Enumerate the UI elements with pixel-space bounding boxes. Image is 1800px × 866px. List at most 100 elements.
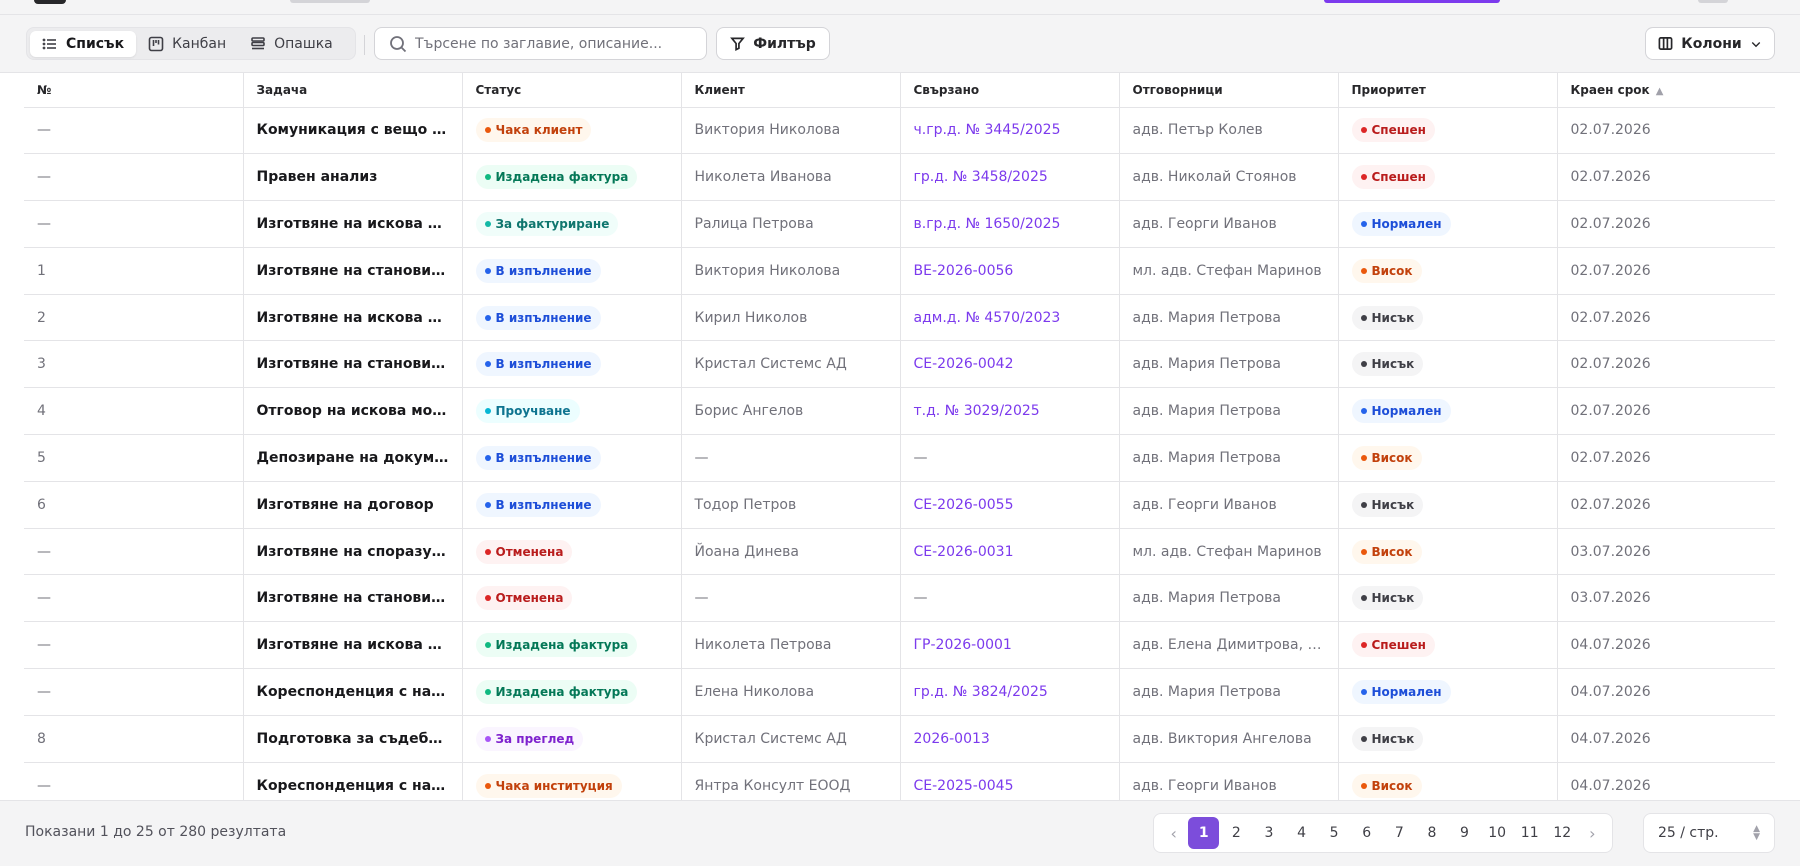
page-button[interactable]: 11: [1520, 825, 1539, 841]
table-row[interactable]: — Изготвяне на искова мо... Издадена факту…: [24, 621, 1775, 670]
cell-linked-case[interactable]: в.гр.д. № 1650/2025: [899, 200, 1119, 248]
cell-task[interactable]: Правен анализ: [242, 153, 462, 202]
page-button[interactable]: 2: [1231, 825, 1241, 841]
page-button[interactable]: 1: [1188, 817, 1220, 849]
cell-linked-case[interactable]: ВЕ-2026-0056: [899, 247, 1119, 295]
priority-badge-label: Нормален: [1371, 216, 1442, 231]
filter-button[interactable]: Филтър: [716, 27, 830, 60]
page-button[interactable]: 7: [1394, 825, 1404, 841]
table-row[interactable]: 2 Изготвяне на искова мо... В изпълнение Ки…: [24, 294, 1775, 342]
priority-badge: Нисък: [1351, 305, 1424, 330]
cell-task[interactable]: Изготвяне на становище: [242, 340, 462, 389]
page-button[interactable]: 9: [1460, 825, 1469, 841]
top-nav-item[interactable]: [290, 0, 370, 3]
column-header[interactable]: Статус: [461, 73, 681, 108]
cell-linked-case[interactable]: гр.д. № 3824/2025: [899, 668, 1119, 716]
table-row[interactable]: — Изготвяне на споразум... Отменена Йоана Д…: [24, 528, 1775, 576]
prev-page-icon[interactable]: ‹: [1170, 823, 1177, 843]
sort-ascending-icon[interactable]: ▲: [1655, 85, 1664, 97]
priority-badge: Нисък: [1351, 726, 1424, 751]
table-row[interactable]: 8 Подготовка за съдебно ... За преглед Крис…: [24, 715, 1775, 763]
cell-linked-case[interactable]: 2026-0013: [899, 715, 1119, 763]
view-queue-button[interactable]: Опашка: [238, 31, 345, 57]
column-header[interactable]: Клиент: [680, 73, 900, 108]
view-list-button[interactable]: Списък: [30, 30, 137, 57]
cell-task[interactable]: Изготвяне на искова мо...: [242, 200, 462, 248]
primary-action-button[interactable]: [1324, 0, 1500, 3]
cell-linked-case[interactable]: гр.д. № 3458/2025: [899, 153, 1119, 202]
table-row[interactable]: — Правен анализ Издадена фактура Николета И…: [24, 153, 1775, 202]
status-badge-label: За фактуриране: [495, 216, 610, 231]
table-row[interactable]: 4 Отговор на искова молба Проучване Борис А…: [24, 387, 1775, 436]
cell-task[interactable]: Депозиране на докумен...: [242, 434, 462, 482]
table-row[interactable]: 3 Изготвяне на становище В изпълнение Крист…: [24, 340, 1775, 389]
cell-task[interactable]: Подготовка за съдебно ...: [242, 715, 462, 763]
cell-linked-case[interactable]: т.д. № 3029/2025: [899, 387, 1119, 436]
cell-task[interactable]: Изготвяне на договор: [242, 481, 462, 529]
cell-task[interactable]: Кореспонденция с наср...: [242, 762, 462, 800]
cell-task[interactable]: Кореспонденция с наср...: [242, 668, 462, 716]
cell-task[interactable]: Изготвяне на становище: [242, 247, 462, 295]
cell-task[interactable]: Изготвяне на искова мо...: [242, 294, 462, 342]
page-button[interactable]: 8: [1427, 825, 1437, 841]
cell-task[interactable]: Изготвяне на становище: [242, 574, 462, 623]
table-row[interactable]: — Кореспонденция с наср... Издадена фактур…: [24, 668, 1775, 716]
table-row[interactable]: — Кореспонденция с наср... Чака институция…: [24, 762, 1775, 800]
column-header[interactable]: Приоритет: [1337, 73, 1557, 108]
table-row[interactable]: — Изготвяне на становище Отменена — — адв. Ма…: [24, 574, 1775, 623]
page-button[interactable]: 6: [1362, 825, 1372, 841]
cell-linked-case[interactable]: СЕ-2026-0055: [899, 481, 1119, 529]
table-row[interactable]: — Изготвяне на искова мо... За фактуриране…: [24, 200, 1775, 248]
cell-linked-case[interactable]: СЕ-2025-0045: [899, 762, 1119, 800]
search-box: [374, 27, 707, 60]
page-button[interactable]: 5: [1329, 825, 1339, 841]
cell-linked-case[interactable]: ч.гр.д. № 3445/2025: [899, 107, 1119, 155]
status-dot-icon: [1360, 174, 1367, 181]
status-dot-icon: [1360, 688, 1367, 695]
status-badge: В изпълнение: [475, 352, 601, 377]
table-row[interactable]: — Комуникация с вещо лице Чака клиент Викто…: [24, 107, 1775, 155]
page-button[interactable]: 10: [1488, 825, 1507, 841]
cell-linked-case[interactable]: адм.д. № 4570/2023: [899, 294, 1119, 342]
app-logo[interactable]: [34, 0, 66, 4]
cell-number: —: [24, 153, 243, 202]
cell-number: 3: [24, 340, 243, 389]
status-badge-label: Издадена фактура: [495, 684, 629, 699]
column-header[interactable]: Краен срок ▲: [1556, 73, 1775, 108]
cell-number: 8: [24, 715, 243, 763]
column-header[interactable]: №: [24, 73, 243, 108]
cell-linked-case[interactable]: СЕ-2026-0042: [899, 340, 1119, 389]
column-header[interactable]: Отговорници: [1118, 73, 1338, 108]
per-page-select[interactable]: 25 / стр. ▲ ▼: [1643, 813, 1775, 853]
column-header[interactable]: Свързано: [899, 73, 1119, 108]
table-row[interactable]: 1 Изготвяне на становище В изпълнение Викто…: [24, 247, 1775, 295]
cell-task[interactable]: Изготвяне на искова мо...: [242, 621, 462, 670]
cell-linked-case[interactable]: СЕ-2026-0031: [899, 528, 1119, 576]
columns-button[interactable]: Колони: [1645, 27, 1775, 60]
cell-linked-case[interactable]: ГР-2026-0001: [899, 621, 1119, 670]
cell-task[interactable]: Комуникация с вещо лице: [242, 107, 462, 155]
view-kanban-button[interactable]: Канбан: [136, 31, 238, 57]
per-page-value: 25 / стр.: [1658, 825, 1719, 841]
cell-due-date: 02.07.2026: [1556, 200, 1775, 248]
table-row[interactable]: 6 Изготвяне на договор В изпълнение Тодор П…: [24, 481, 1775, 529]
cell-status: Издадена фактура: [461, 668, 681, 716]
status-badge-label: Издадена фактура: [495, 170, 629, 185]
status-badge: Издадена фактура: [475, 633, 638, 658]
cell-priority: Нисък: [1337, 481, 1557, 529]
status-dot-icon: [1360, 782, 1367, 789]
cell-status: Издадена фактура: [461, 621, 681, 670]
table-row[interactable]: 5 Депозиране на докумен... В изпълнение — — а…: [24, 434, 1775, 482]
status-dot-icon: [1360, 267, 1367, 274]
column-header[interactable]: Задача: [242, 73, 462, 108]
top-user-button[interactable]: [1698, 0, 1728, 3]
page-button[interactable]: 4: [1297, 825, 1306, 841]
search-input[interactable]: [415, 35, 695, 52]
cell-task[interactable]: Отговор на искова молба: [242, 387, 462, 436]
next-page-icon[interactable]: ›: [1589, 823, 1596, 843]
cell-due-date: 02.07.2026: [1556, 153, 1775, 202]
page-button[interactable]: 3: [1264, 825, 1274, 841]
priority-badge-label: Нормален: [1371, 404, 1442, 419]
cell-task[interactable]: Изготвяне на споразум...: [242, 528, 462, 576]
page-button[interactable]: 12: [1553, 825, 1572, 841]
